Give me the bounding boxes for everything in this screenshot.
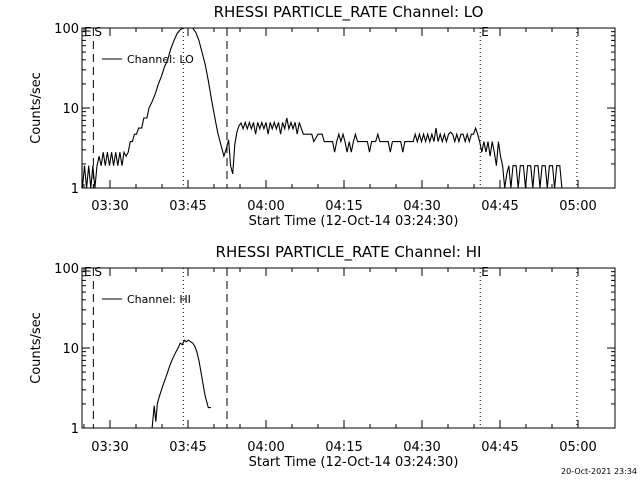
panel-lo-x-tick-label: 04:15 bbox=[325, 199, 362, 214]
panel-hi-series-line bbox=[151, 339, 211, 429]
panel-hi-y-tick-label: 10 bbox=[62, 342, 79, 357]
panel-lo-corner-label: E bbox=[84, 25, 92, 39]
panel-hi-title: RHESSI PARTICLE_RATE Channel: HI bbox=[216, 243, 482, 262]
panel-hi-x-tick-label: 04:15 bbox=[325, 440, 362, 455]
panel-lo-marker-label: E bbox=[481, 25, 489, 39]
panel-hi-x-tick-label: 05:00 bbox=[559, 440, 596, 455]
panel-hi-x-tick-label: 04:45 bbox=[481, 440, 518, 455]
panel-hi-x-tick-label: 04:00 bbox=[247, 440, 284, 455]
panel-hi-corner-label: E bbox=[84, 265, 92, 279]
panel-hi-frame bbox=[81, 267, 616, 429]
panel-lo-x-tick-label: 03:45 bbox=[169, 199, 206, 214]
panel-lo-frame bbox=[81, 27, 616, 189]
panel-hi-y-tick-label: 1 bbox=[71, 422, 79, 437]
panel-lo-x-tick-label: 04:45 bbox=[481, 199, 518, 214]
panel-hi-y-tick-label: 100 bbox=[54, 262, 79, 277]
panel-hi-marker-label: S bbox=[94, 265, 102, 279]
panel-lo-title: RHESSI PARTICLE_RATE Channel: LO bbox=[214, 3, 484, 22]
panel-lo-series-line bbox=[81, 27, 563, 189]
panel-hi-marker-label: E bbox=[481, 265, 489, 279]
panel-lo-x-axis-label: Start Time (12-Oct-14 03:24:30) bbox=[249, 214, 459, 229]
panel-lo-legend-text: Channel: LO bbox=[127, 53, 194, 66]
panel-hi-legend-text: Channel: HI bbox=[127, 293, 191, 306]
panel-lo-x-tick-label: 03:30 bbox=[91, 199, 128, 214]
panel-lo-y-tick-label: 100 bbox=[54, 22, 79, 37]
panel-lo-x-tick-label: 04:00 bbox=[247, 199, 284, 214]
panel-lo-marker-label: S bbox=[94, 25, 102, 39]
panel-hi-x-tick-label: 03:45 bbox=[169, 440, 206, 455]
panel-hi-x-axis-label: Start Time (12-Oct-14 03:24:30) bbox=[249, 455, 459, 470]
panel-lo-y-tick-label: 1 bbox=[71, 182, 79, 197]
panel-lo-x-tick-label: 05:00 bbox=[559, 199, 596, 214]
panel-hi-x-tick-label: 03:30 bbox=[91, 440, 128, 455]
panel-lo-y-tick-label: 10 bbox=[62, 102, 79, 117]
panel-hi-x-tick-label: 04:30 bbox=[403, 440, 440, 455]
footer-date: 20-Oct-2021 23:34 bbox=[561, 467, 637, 476]
panel-lo-x-tick-label: 04:30 bbox=[403, 199, 440, 214]
panel-lo-y-axis-label: Counts/sec bbox=[29, 72, 44, 144]
panel-hi-y-axis-label: Counts/sec bbox=[29, 312, 44, 384]
